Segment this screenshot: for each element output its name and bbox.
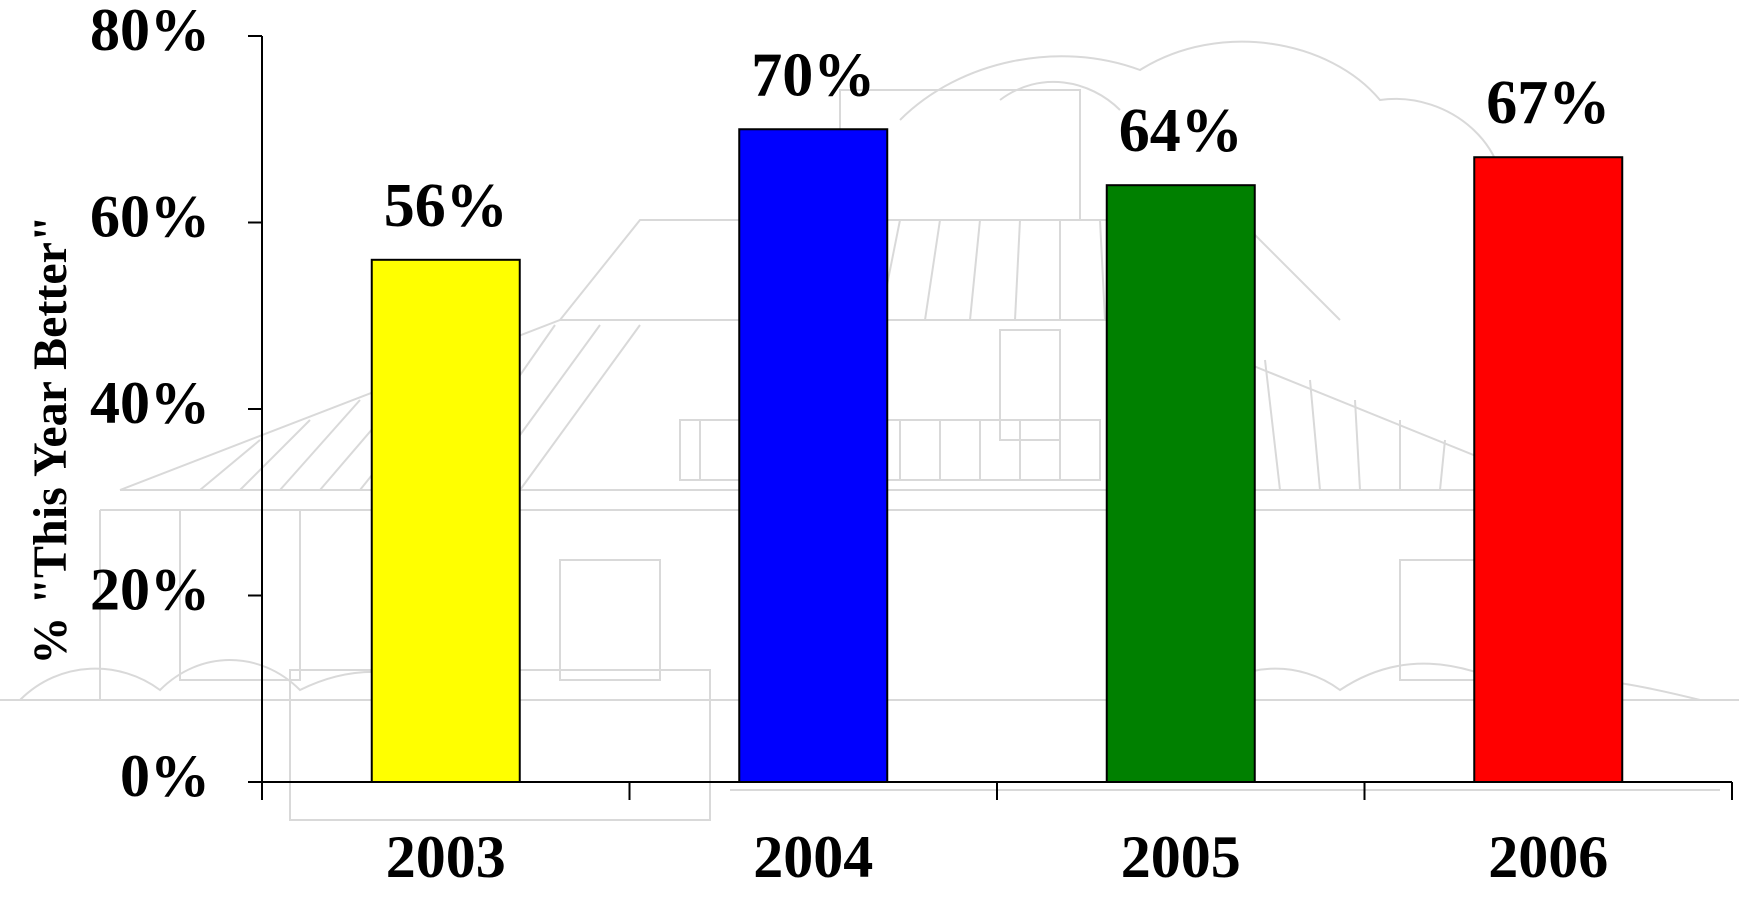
y-tick-label: 20% (90, 556, 210, 622)
y-tick-label: 40% (90, 370, 210, 436)
x-tick-label-2003: 2003 (386, 824, 506, 890)
data-label-2003: 56% (384, 172, 508, 240)
y-tick-label: 60% (90, 183, 210, 249)
bars-group (370, 128, 1624, 784)
x-tick-label-2005: 2005 (1121, 824, 1241, 890)
bar-2004 (738, 128, 889, 783)
bar-2006 (1473, 156, 1624, 784)
data-label-2004: 70% (751, 41, 875, 109)
data-label-2006: 67% (1486, 69, 1610, 137)
y-tick-label: 0% (120, 743, 210, 809)
x-tick-label-2006: 2006 (1488, 824, 1608, 890)
y-tick-label: 80% (90, 0, 210, 63)
bar-2005 (1105, 184, 1256, 783)
y-axis-title: % "This Year Better" (24, 215, 77, 664)
x-axis-ticks: 2003 2004 2005 2006 (261, 782, 1733, 890)
y-axis-ticks: 0% 20% 40% 60% 80% (90, 0, 262, 809)
x-tick-label-2004: 2004 (753, 824, 873, 890)
bar-2003 (370, 258, 521, 783)
data-label-2005: 64% (1119, 97, 1243, 165)
data-labels-group: 56% 70% 64% 67% (384, 41, 1611, 240)
